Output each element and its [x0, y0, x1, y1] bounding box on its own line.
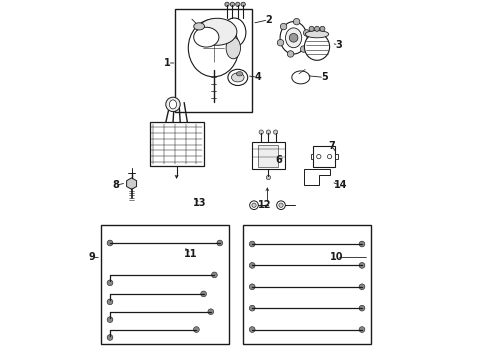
Circle shape [309, 26, 314, 31]
Ellipse shape [286, 28, 302, 48]
Circle shape [310, 176, 314, 180]
Polygon shape [304, 169, 330, 185]
Text: 6: 6 [276, 155, 283, 165]
Circle shape [107, 240, 113, 246]
Circle shape [266, 175, 270, 180]
Circle shape [236, 2, 240, 6]
Ellipse shape [305, 31, 329, 38]
Circle shape [212, 272, 217, 278]
Text: 14: 14 [334, 180, 347, 190]
Text: 3: 3 [335, 40, 342, 50]
Ellipse shape [231, 73, 244, 82]
Circle shape [225, 2, 229, 6]
Circle shape [249, 284, 255, 290]
Ellipse shape [194, 27, 219, 47]
Circle shape [107, 317, 113, 323]
Text: 5: 5 [321, 72, 328, 82]
Ellipse shape [194, 23, 204, 30]
Bar [243, 225, 371, 344]
Circle shape [280, 23, 287, 30]
Circle shape [273, 130, 278, 134]
Circle shape [249, 327, 255, 332]
Bar [258, 145, 278, 167]
Circle shape [300, 46, 307, 52]
Bar [335, 154, 338, 159]
Ellipse shape [188, 19, 239, 77]
Circle shape [287, 51, 294, 57]
Circle shape [266, 130, 270, 134]
Ellipse shape [236, 72, 243, 76]
Circle shape [359, 262, 365, 268]
Ellipse shape [228, 69, 248, 85]
Circle shape [201, 291, 206, 297]
Circle shape [107, 334, 113, 340]
Ellipse shape [226, 37, 241, 59]
Circle shape [249, 262, 255, 268]
Circle shape [249, 241, 255, 247]
Text: 7: 7 [328, 141, 335, 151]
Bar [252, 142, 285, 169]
Circle shape [315, 26, 319, 31]
Text: 1: 1 [164, 58, 171, 68]
Circle shape [259, 130, 263, 134]
Bar [175, 9, 252, 112]
Circle shape [107, 299, 113, 305]
Circle shape [208, 309, 214, 315]
Text: 10: 10 [330, 252, 343, 262]
Circle shape [294, 18, 300, 25]
Circle shape [317, 154, 321, 159]
Circle shape [277, 40, 284, 46]
Circle shape [231, 43, 238, 50]
Text: 4: 4 [254, 72, 261, 82]
Circle shape [303, 30, 310, 36]
Circle shape [359, 327, 365, 332]
Ellipse shape [222, 18, 246, 47]
Circle shape [359, 241, 365, 247]
Circle shape [249, 305, 255, 311]
Polygon shape [126, 178, 137, 189]
Text: 13: 13 [193, 198, 207, 208]
Ellipse shape [206, 67, 220, 72]
Circle shape [289, 33, 298, 42]
Text: 9: 9 [89, 252, 96, 262]
Bar [314, 146, 335, 167]
Circle shape [252, 203, 256, 207]
Circle shape [107, 280, 113, 286]
Text: 2: 2 [265, 15, 272, 25]
Polygon shape [292, 71, 310, 84]
Circle shape [194, 327, 199, 332]
Text: 12: 12 [258, 200, 271, 210]
Circle shape [359, 305, 365, 311]
Text: 11: 11 [184, 249, 198, 259]
Circle shape [277, 201, 285, 210]
Circle shape [320, 26, 325, 31]
Ellipse shape [170, 100, 176, 109]
Circle shape [322, 171, 325, 174]
Circle shape [241, 2, 245, 6]
Ellipse shape [304, 33, 330, 60]
Text: 8: 8 [112, 180, 119, 190]
Circle shape [230, 2, 235, 6]
Ellipse shape [197, 18, 237, 45]
Circle shape [250, 201, 258, 210]
Ellipse shape [166, 97, 180, 112]
Bar [149, 122, 204, 166]
Circle shape [359, 284, 365, 290]
Bar [101, 225, 229, 344]
Circle shape [327, 154, 332, 159]
Bar [311, 154, 314, 159]
Circle shape [217, 240, 222, 246]
Circle shape [279, 203, 283, 207]
Ellipse shape [280, 22, 307, 54]
